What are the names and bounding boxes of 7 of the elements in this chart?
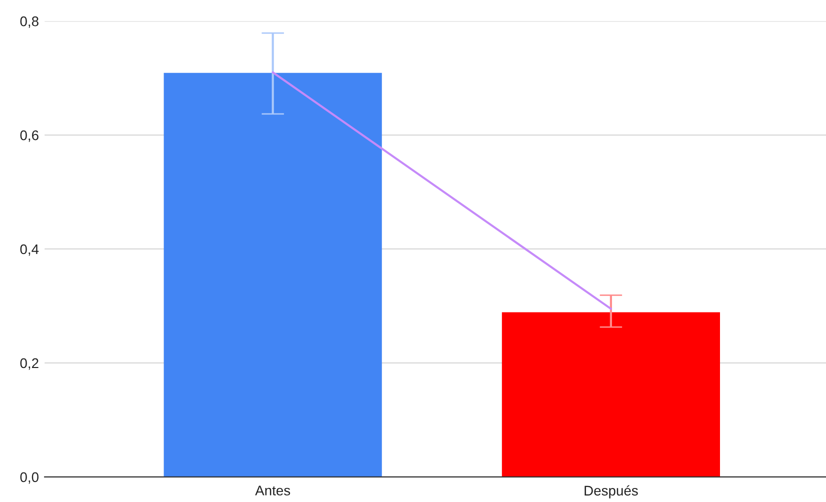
y-tick-label: 0,4 [20,244,39,256]
x-tick-label: Después [584,485,638,498]
x-tick-label: Antes [255,486,290,496]
y-tick-label: 0,6 [20,130,38,142]
y-tick-label: 0,0 [20,472,39,484]
y-tick-label: 0,2 [20,358,38,370]
y-tick-label: 0,8 [20,16,38,28]
